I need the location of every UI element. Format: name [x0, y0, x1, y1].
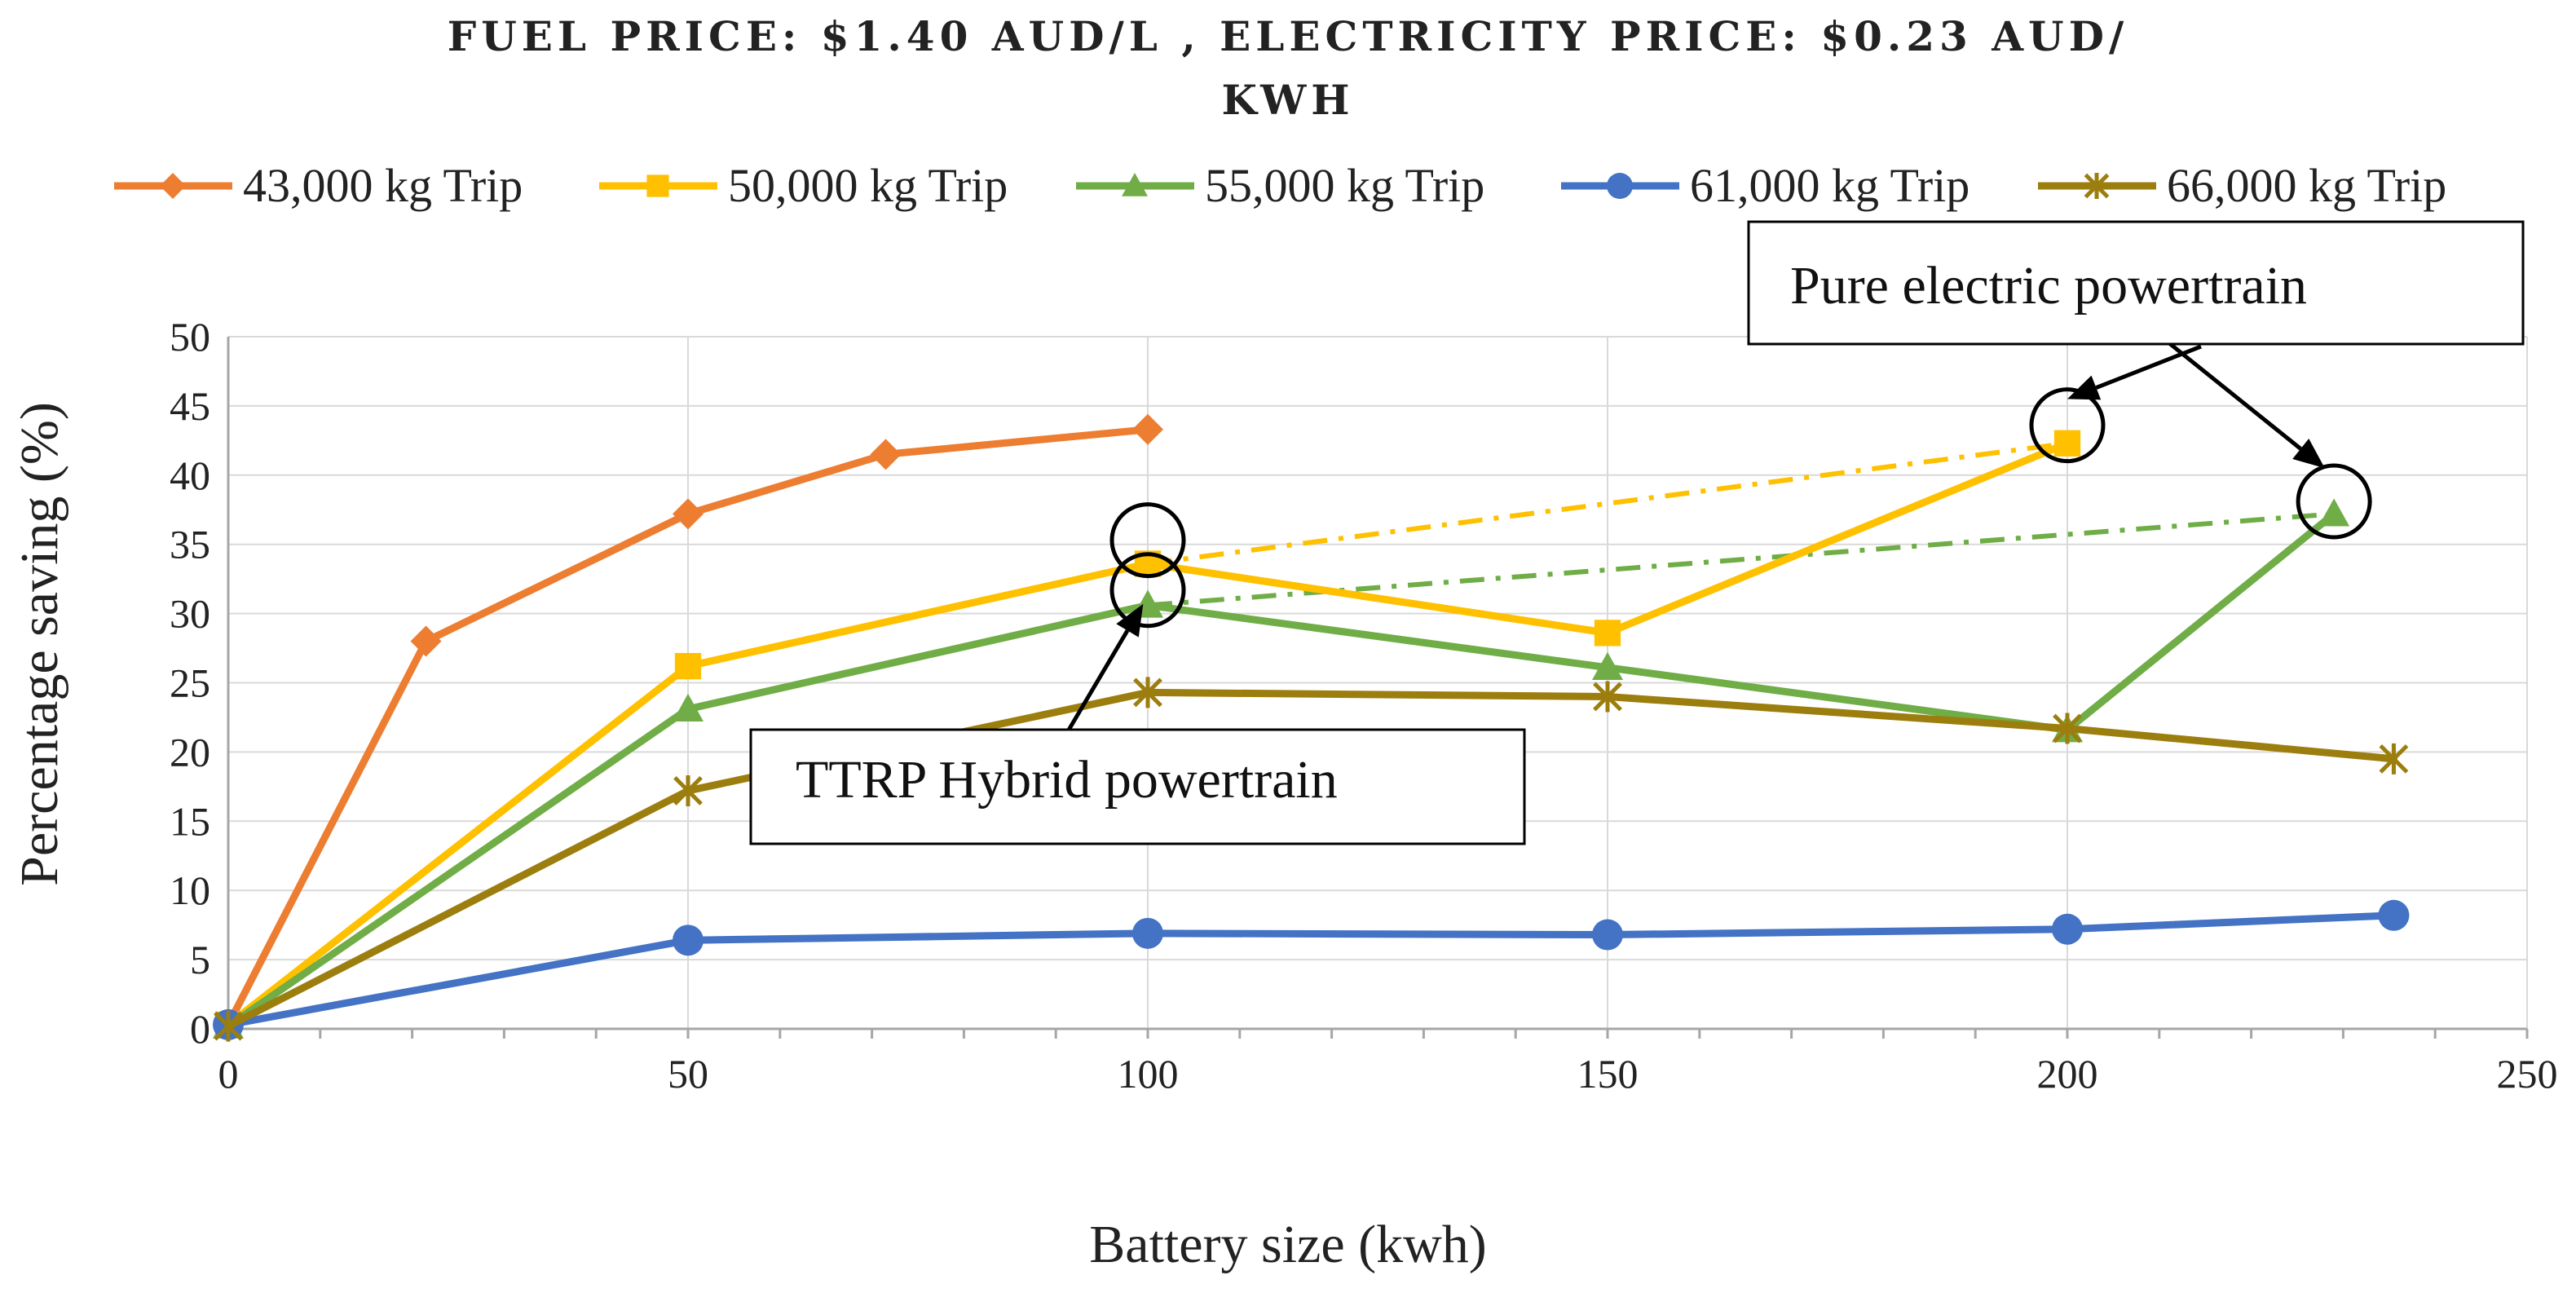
y-tick-label: 20	[170, 729, 210, 774]
chart-title-line-2: KWH	[1221, 76, 1354, 124]
data-point	[2053, 713, 2082, 744]
data-point	[870, 439, 902, 470]
series-line-55-000-kg-trip	[224, 510, 2338, 1030]
annotation-arrow-line	[1065, 629, 1130, 733]
data-point	[673, 498, 704, 530]
y-tick-label: 30	[170, 591, 210, 637]
series-50-000-kg-trip	[214, 430, 2081, 1039]
y-tick-label: 15	[170, 798, 210, 844]
annotation-circle	[1109, 552, 1186, 629]
series-line-66-000-kg-trip	[224, 688, 2397, 1030]
data-point	[1592, 919, 1623, 951]
y-tick-label: 25	[170, 660, 210, 706]
data-point	[2318, 498, 2350, 527]
legend-item-66-000-kg-trip: 66,000 kg Trip	[2038, 159, 2446, 212]
legend-label: 55,000 kg Trip	[1205, 159, 1484, 212]
legend-marker	[2084, 173, 2110, 199]
y-tick-label: 10	[170, 867, 210, 913]
data-point	[1133, 677, 1162, 708]
chart-legend: 43,000 kg Trip 50,000 kg Trip 55,000 kg Tr…	[114, 159, 2446, 212]
x-axis-title: Battery size (kwh)	[1089, 1215, 1487, 1274]
data-point	[673, 925, 704, 956]
legend-marker	[160, 173, 186, 199]
chart-title-line-1: FUEL PRICE: $1.40 AUD/L , ELECTRICITY PR…	[448, 12, 2129, 60]
legend-label: 61,000 kg Trip	[1690, 159, 1969, 212]
dashed-trend-55-000-kg-trip	[1147, 511, 2335, 608]
y-tick-label: 5	[190, 937, 210, 982]
annotation-text-pure-electric: Pure electric powertrain	[1790, 256, 2307, 316]
x-tick-label: 50	[668, 1051, 708, 1097]
x-tick-label: 100	[1118, 1051, 1179, 1097]
y-tick-label: 45	[170, 383, 210, 429]
dashed-trend-lines	[1147, 440, 2335, 608]
annotation-arrowhead	[2292, 439, 2325, 469]
legend-label: 66,000 kg Trip	[2167, 159, 2446, 212]
annotation-circle	[1109, 502, 1186, 579]
legend-item-55-000-kg-trip: 55,000 kg Trip	[1076, 159, 1484, 212]
series-line-61-000-kg-trip	[224, 911, 2397, 1029]
annotation-arrow-line	[2095, 344, 2202, 390]
data-point	[1592, 651, 1623, 681]
chart-axes: 0 5 10 15 20 25 30 35 40 45 50 0 50 100 150 200 250	[170, 314, 2558, 1097]
legend-marker	[646, 174, 669, 197]
annotations: Pure electric powertrain TTRP Hybrid powe…	[749, 220, 2525, 845]
y-tick-label: 50	[170, 314, 210, 360]
annotation-circle	[2296, 463, 2372, 540]
series-61-000-kg-trip	[213, 899, 2410, 1040]
data-point	[2052, 913, 2083, 945]
data-point	[2378, 899, 2410, 931]
annotation-box-pure-electric	[1747, 220, 2525, 346]
annotation-arrowhead	[2067, 375, 2102, 400]
legend-item-50-000-kg-trip: 50,000 kg Trip	[599, 159, 1008, 212]
data-point	[410, 625, 442, 657]
series-66-000-kg-trip	[214, 677, 2409, 1042]
data-point	[1132, 917, 1163, 949]
data-point	[1593, 681, 1622, 713]
annotation-circle	[2029, 387, 2106, 464]
data-point	[673, 774, 703, 806]
legend-marker	[1122, 173, 1148, 196]
annotation-text-ttrp-hybrid: TTRP Hybrid powertrain	[796, 750, 1338, 810]
annotation-box-ttrp-hybrid	[749, 728, 1526, 845]
x-tick-label: 150	[1577, 1051, 1639, 1097]
y-axis-title: Percentage saving (%)	[10, 402, 69, 886]
y-tick-label: 40	[170, 452, 210, 498]
x-tick-label: 0	[218, 1051, 239, 1097]
legend-item-61-000-kg-trip: 61,000 kg Trip	[1561, 159, 1969, 212]
data-point	[214, 1010, 243, 1042]
data-series	[213, 413, 2410, 1042]
legend-marker	[1607, 173, 1633, 199]
y-tick-label: 0	[190, 1006, 210, 1052]
data-point	[673, 693, 704, 722]
y-tick-label: 35	[170, 522, 210, 567]
data-point	[674, 652, 702, 680]
data-point	[2053, 430, 2081, 457]
legend-item-43-000-kg-trip: 43,000 kg Trip	[114, 159, 523, 212]
annotation-arrowhead	[1116, 603, 1144, 638]
data-point	[1594, 620, 1621, 646]
chart-title: FUEL PRICE: $1.40 AUD/L , ELECTRICITY PR…	[448, 12, 2129, 124]
x-tick-label: 200	[2037, 1051, 2098, 1097]
data-point	[1132, 413, 1163, 445]
data-point	[2379, 743, 2409, 774]
legend-label: 50,000 kg Trip	[728, 159, 1008, 212]
legend-label: 43,000 kg Trip	[243, 159, 523, 212]
x-tick-label: 250	[2497, 1051, 2558, 1097]
